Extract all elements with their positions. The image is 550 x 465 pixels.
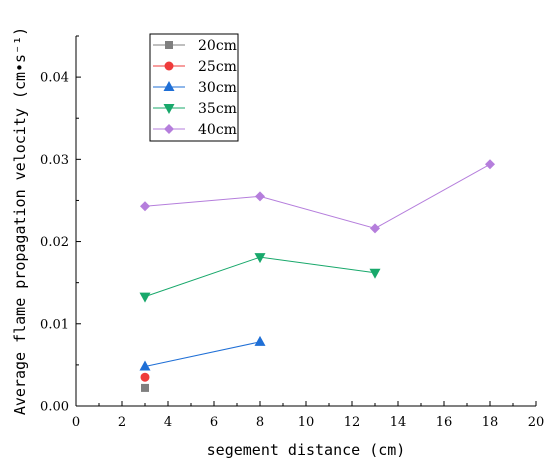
data-point-30cm	[139, 360, 151, 371]
legend-marker-35cm	[163, 104, 175, 114]
y-ticks: 0.00 0.01 0.02 0.03 0.04	[40, 35, 81, 415]
legend-label-35cm: 35cm	[198, 101, 237, 117]
legend-label-40cm: 40cm	[198, 122, 237, 138]
y-tick-label: 0.01	[40, 317, 69, 332]
series-layer	[139, 159, 495, 392]
x-tick-label: 16	[436, 415, 453, 430]
x-tick-label: 0	[72, 415, 80, 430]
x-tick-label: 8	[256, 415, 264, 430]
x-ticks: 0 2 4 6 8 10 12 14 16 18 20	[72, 401, 544, 430]
legend-label-25cm: 25cm	[198, 59, 237, 75]
legend-marker-20cm	[165, 41, 173, 49]
data-point-20cm	[141, 383, 149, 392]
legend-label-20cm: 20cm	[198, 38, 237, 54]
y-axis-title: Average flame propagation velocity (cm•s…	[11, 27, 29, 415]
series-line-30cm	[144, 341, 261, 368]
y-tick-label: 0.00	[40, 400, 69, 415]
data-point-40cm	[485, 159, 495, 170]
data-point-40cm	[255, 191, 265, 202]
data-point-25cm	[140, 372, 150, 382]
legend: 20cm 25cm 30cm 35cm 40cm	[149, 33, 239, 142]
plot-frame	[75, 36, 536, 407]
x-tick-label: 4	[164, 415, 172, 430]
x-tick-label: 18	[482, 415, 499, 430]
legend-marker-25cm	[164, 61, 174, 71]
y-tick-label: 0.02	[40, 235, 69, 250]
data-point-35cm	[139, 292, 151, 303]
x-tick-label: 2	[118, 415, 126, 430]
data-point-30cm	[254, 335, 266, 346]
x-tick-label: 6	[210, 415, 218, 430]
legend-box	[149, 33, 239, 142]
legend-label-30cm: 30cm	[198, 80, 237, 96]
legend-marker-40cm	[164, 124, 174, 134]
series-line-40cm	[144, 163, 491, 229]
x-tick-label: 10	[298, 415, 315, 430]
x-tick-label: 12	[344, 415, 361, 430]
legend-marker-30cm	[163, 81, 175, 91]
y-tick-label: 0.04	[40, 71, 69, 86]
x-tick-label: 20	[528, 415, 545, 430]
x-tick-label: 14	[390, 415, 407, 430]
x-axis-title: segement distance (cm)	[207, 441, 406, 459]
data-point-40cm	[370, 223, 380, 234]
y-tick-label: 0.03	[40, 153, 69, 168]
data-point-40cm	[140, 201, 150, 212]
data-point-35cm	[254, 253, 266, 264]
data-point-35cm	[369, 268, 381, 279]
